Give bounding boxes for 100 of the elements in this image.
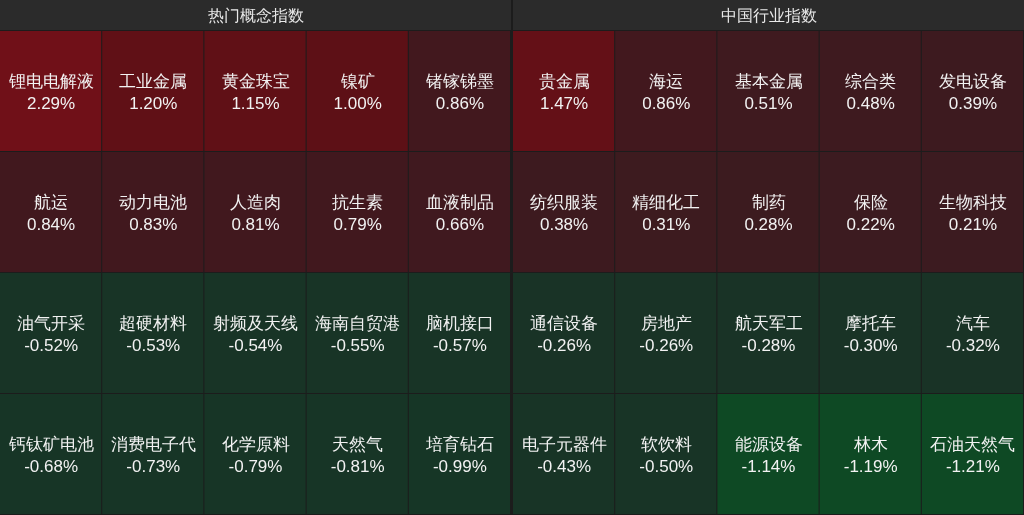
data-label: -0.55% <box>330 335 385 355</box>
category-label: 航天军工 <box>734 313 803 333</box>
category-label: 综合类 <box>845 71 897 91</box>
cell: 发电设备 0.39% <box>921 31 1023 151</box>
data-label: 1.47% <box>540 93 589 113</box>
category-label: 锂电电解液 <box>7 71 94 91</box>
category-label: 化学原料 <box>221 434 290 454</box>
category-label: 工业金属 <box>119 71 188 91</box>
cell: 射频及天线 -0.54% <box>204 273 306 393</box>
cell: 精细化工 0.31% <box>615 152 717 272</box>
data-label: 0.28% <box>744 214 793 234</box>
category-label: 抗生素 <box>332 192 384 212</box>
category-label: 生物科技 <box>938 192 1007 212</box>
cell: 能源设备 -1.14% <box>717 394 819 514</box>
category-label: 镍矿 <box>339 71 375 91</box>
cell: 化学原料 -0.79% <box>204 394 306 514</box>
cell: 油气开采 -0.52% <box>0 273 102 393</box>
cell: 海运 0.86% <box>615 31 717 151</box>
data-label: -0.50% <box>639 456 694 476</box>
data-label: 0.86% <box>642 93 691 113</box>
data-label: 1.20% <box>129 93 178 113</box>
cell: 软饮料 -0.50% <box>615 394 717 514</box>
category-label: 电子元器件 <box>521 434 607 454</box>
category-label: 人造肉 <box>230 192 281 212</box>
cell: 综合类 0.48% <box>819 31 921 151</box>
data-label: -0.32% <box>945 335 1000 355</box>
cell: 制药 0.28% <box>717 152 819 272</box>
cell: 航运 0.84% <box>0 152 102 272</box>
data-label: -0.26% <box>639 335 694 355</box>
data-label: 0.83% <box>129 214 178 234</box>
category-label: 天然气 <box>332 434 384 454</box>
data-label: 0.86% <box>435 93 484 113</box>
data-label: 0.21% <box>948 214 997 234</box>
category-label: 射频及天线 <box>213 313 298 333</box>
cell: 石油天然气 -1.21% <box>921 394 1023 514</box>
category-label: 航运 <box>34 192 69 212</box>
cell: 电子元器件 -0.43% <box>513 394 615 514</box>
cell: 基本金属 0.51% <box>717 31 819 151</box>
cell: 汽车 -0.32% <box>921 273 1023 393</box>
cell: 消费电子代 -0.73% <box>102 394 204 514</box>
data-label: -1.14% <box>741 456 796 476</box>
category-label: 血液制品 <box>425 192 494 212</box>
category-label: 海运 <box>649 71 684 91</box>
cell: 贵金属 1.47% <box>513 31 615 151</box>
data-label: 0.84% <box>27 214 76 234</box>
data-label: -0.57% <box>432 335 487 355</box>
data-label: -0.30% <box>843 335 898 355</box>
data-label: -0.54% <box>228 335 283 355</box>
category-label: 消费电子代 <box>110 434 196 454</box>
data-label: 0.66% <box>435 214 484 234</box>
data-label: -1.21% <box>945 456 1000 476</box>
category-label: 通信设备 <box>530 313 599 333</box>
cell: 黄金珠宝 1.15% <box>204 31 306 151</box>
category-label: 汽车 <box>955 313 990 333</box>
data-label: 1.00% <box>333 93 382 113</box>
category-label: 制药 <box>751 192 786 212</box>
cell: 房地产 -0.26% <box>615 273 717 393</box>
cell: 摩托车 -0.30% <box>819 273 921 393</box>
cell: 保险 0.22% <box>819 152 921 272</box>
category-label: 锗镓锑墨 <box>424 71 494 91</box>
category-label: 石油天然气 <box>930 434 1016 454</box>
cell: 钙钛矿电池 -0.68% <box>0 394 102 514</box>
cell: 镍矿 1.00% <box>306 31 408 151</box>
category-label: 软饮料 <box>640 434 692 454</box>
category-label: 贵金属 <box>538 71 590 91</box>
data-label: -0.68% <box>24 456 79 476</box>
cell: 培育钻石 -0.99% <box>408 394 510 514</box>
data-label: 0.81% <box>231 214 280 234</box>
data-label: -0.28% <box>741 335 796 355</box>
cell: 工业金属 1.20% <box>102 31 204 151</box>
category-label: 超硬材料 <box>119 313 188 333</box>
text: 热门概念指数 <box>207 7 304 24</box>
category-label: 发电设备 <box>938 71 1007 91</box>
data-label: 0.48% <box>846 93 895 113</box>
data-label: 0.51% <box>744 93 793 113</box>
data-label: 0.22% <box>846 214 895 234</box>
data-label: 1.15% <box>231 93 280 113</box>
cell: 生物科技 0.21% <box>921 152 1023 272</box>
category-label: 纺织服装 <box>530 192 599 212</box>
cell: 抗生素 0.79% <box>306 152 408 272</box>
cell: 纺织服装 0.38% <box>513 152 615 272</box>
category-label: 海南自贸港 <box>315 313 401 333</box>
data-label: -0.81% <box>330 456 385 476</box>
cell: 超硬材料 -0.53% <box>102 273 204 393</box>
cell: 血液制品 0.66% <box>408 152 510 272</box>
cell: 脑机接口 -0.57% <box>408 273 510 393</box>
data-label: -0.53% <box>126 335 181 355</box>
category-label: 精细化工 <box>632 192 701 212</box>
category-label: 钙钛矿电池 <box>7 434 94 454</box>
category-label: 脑机接口 <box>425 313 494 333</box>
data-label: -0.26% <box>537 335 592 355</box>
data-label: -0.79% <box>228 456 283 476</box>
cell: 锂电电解液 2.29% <box>0 31 102 151</box>
cell: 天然气 -0.81% <box>306 394 408 514</box>
data-label: 0.79% <box>333 214 382 234</box>
data-label: 2.29% <box>27 93 76 113</box>
category-label: 油气开采 <box>17 313 86 333</box>
category-label: 动力电池 <box>119 192 188 212</box>
category-label: 黄金珠宝 <box>221 71 290 91</box>
cell: 海南自贸港 -0.55% <box>306 273 408 393</box>
